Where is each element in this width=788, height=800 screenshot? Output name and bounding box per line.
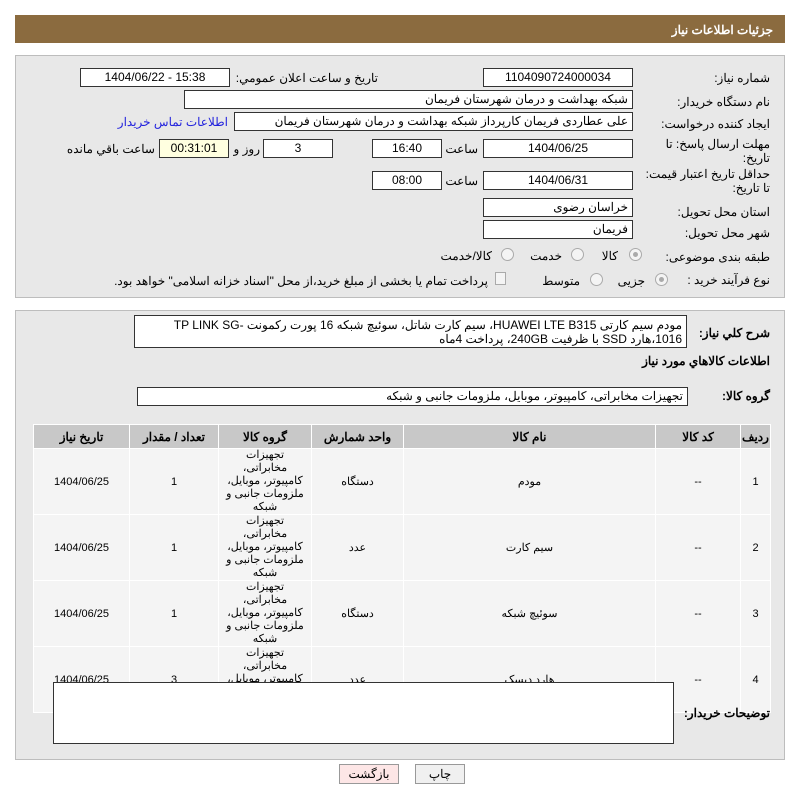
province-field: خراسان رضوی (483, 198, 633, 217)
deadline-time-field: 16:40 (372, 139, 442, 158)
need-number-label: شماره نیاز: (714, 71, 770, 85)
process-radio-medium[interactable] (590, 273, 603, 286)
table-cell: دستگاه (311, 448, 404, 515)
buyer-notes-textarea[interactable] (53, 682, 674, 744)
description-label: شرح کلي نياز: (698, 326, 770, 340)
city-label: شهر محل تحویل: (684, 226, 770, 240)
treasury-payment-checkbox[interactable] (495, 272, 506, 285)
back-button[interactable]: بازگشت (339, 764, 399, 784)
page-header: جزئیات اطلاعات نیاز (15, 15, 785, 43)
buyer-notes-label: توضیحات خریدار: (683, 706, 770, 720)
announce-label: تاریخ و ساعت اعلان عمومي: (235, 71, 378, 85)
validity-date-field: 1404/06/31 (483, 171, 633, 190)
deadline-label: مهلت ارسال پاسخ: تا تاریخ: (665, 137, 770, 165)
deadline-date-field: 1404/06/25 (483, 139, 633, 158)
table-cell: تجهیزات مخابراتی، کامپیوتر، موبایل، ملزو… (218, 514, 312, 581)
group-field: تجهیزات مخابراتی، کامپیوتر، موبایل، ملزو… (137, 387, 688, 406)
column-header: واحد شمارش (311, 424, 404, 449)
category-radio-goods-service[interactable] (501, 248, 514, 261)
need-number-field: 1104090724000034 (483, 68, 633, 87)
table-cell: عدد (311, 514, 404, 581)
contact-buyer-link[interactable]: اطلاعات تماس خریدار (117, 115, 228, 129)
buyer-field: شبکه بهداشت و درمان شهرستان فریمان (184, 90, 633, 109)
table-cell: سوئیچ شبکه (403, 580, 656, 647)
table-row: 3 -- سوئیچ شبکه دستگاه تجهیزات مخابراتی، کام… (33, 580, 771, 647)
validity-time-label: ساعت (445, 174, 478, 188)
table-cell: -- (655, 580, 741, 647)
table-cell: 3 (740, 580, 771, 647)
table-cell: 1 (129, 514, 219, 581)
days-label: روز و (233, 142, 260, 156)
table-cell: -- (655, 448, 741, 515)
time-label: ساعت (445, 142, 478, 156)
city-field: فریمان (483, 220, 633, 239)
process-option-medium: متوسط (542, 274, 580, 288)
table-cell: مودم (403, 448, 656, 515)
column-header: رديف (740, 424, 771, 449)
table-header-row: رديف کد کالا نام کالا واحد شمارش گروه کالا تع… (33, 424, 771, 449)
table-cell: 2 (740, 514, 771, 581)
days-field: 3 (263, 139, 333, 158)
creator-field: علی عطاردی فریمان کارپرداز شبکه بهداشت و… (234, 112, 633, 131)
announce-field: 1404/06/22 - 15:38 (80, 68, 230, 87)
category-radio-goods[interactable] (629, 248, 642, 261)
payment-note: پرداخت تمام یا بخشی از مبلغ خرید،از محل … (114, 274, 488, 288)
column-header: نام کالا (403, 424, 656, 449)
table-cell: 1404/06/25 (33, 514, 130, 581)
goods-table: رديف کد کالا نام کالا واحد شمارش گروه کالا تع… (33, 424, 771, 713)
category-radio-service[interactable] (571, 248, 584, 261)
column-header: کد کالا (655, 424, 741, 449)
column-header: گروه کالا (218, 424, 312, 449)
validity-label: حداقل تاریخ اعتبار قیمت: تا تاریخ: (645, 167, 770, 195)
table-cell: 1 (129, 448, 219, 515)
validity-time-field: 08:00 (372, 171, 442, 190)
print-button[interactable]: چاپ (415, 764, 465, 784)
category-label: طبقه بندی موضوعی: (665, 250, 770, 264)
process-option-minor: جزیی (617, 274, 645, 288)
remaining-time-field: 00:31:01 (159, 139, 229, 158)
table-cell: 1 (740, 448, 771, 515)
description-textarea[interactable]: مودم سیم کارتی HUAWEI LTE B315، سیم کارت… (134, 315, 687, 348)
column-header: تعداد / مقدار (129, 424, 219, 449)
creator-label: ایجاد کننده درخواست: (661, 117, 770, 131)
table-cell: دستگاه (311, 580, 404, 647)
buyer-label: نام دستگاه خريدار: (677, 95, 770, 109)
remaining-label: ساعت باقي مانده (66, 142, 155, 156)
table-cell: سیم کارت (403, 514, 656, 581)
table-cell: تجهیزات مخابراتی، کامپیوتر، موبایل، ملزو… (218, 448, 312, 515)
table-cell: 1 (129, 580, 219, 647)
process-label: نوع فرآيند خريد : (687, 273, 770, 287)
column-header: تاریخ نیاز (33, 424, 130, 449)
table-cell: 1404/06/25 (33, 580, 130, 647)
table-cell: 1404/06/25 (33, 448, 130, 515)
goods-section-title: اطلاعات کالاهاي مورد نياز (642, 354, 770, 368)
table-cell: -- (655, 514, 741, 581)
page-title: جزئیات اطلاعات نیاز (671, 23, 773, 37)
table-row: 1 -- مودم دستگاه تجهیزات مخابراتی، کامپیوتر،… (33, 448, 771, 515)
group-label: گروه کالا: (722, 389, 770, 403)
category-option-goods: کالا (601, 249, 618, 263)
category-option-goods-service: کالا/خدمت (440, 249, 492, 263)
table-row: 2 -- سیم کارت عدد تجهیزات مخابراتی، کامپیوتر… (33, 514, 771, 581)
process-radio-minor[interactable] (655, 273, 668, 286)
table-cell: تجهیزات مخابراتی، کامپیوتر، موبایل، ملزو… (218, 580, 312, 647)
table-cell: 4 (740, 646, 771, 713)
province-label: استان محل تحویل: (677, 205, 770, 219)
category-option-service: خدمت (530, 249, 562, 263)
